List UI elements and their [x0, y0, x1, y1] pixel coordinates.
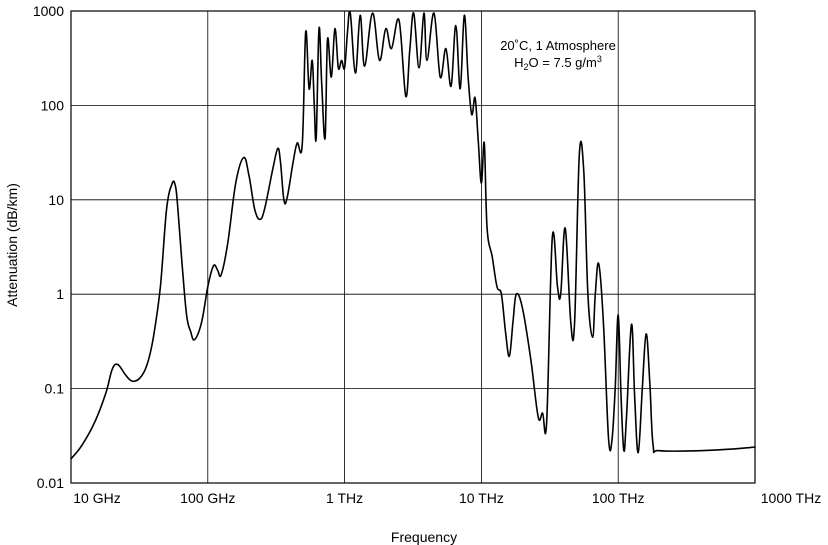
x-tick-label: 1 THz: [326, 490, 363, 506]
condition-annotation: 20˚C, 1 Atmosphere H2O = 7.5 g/m3: [500, 38, 616, 72]
y-tick-labels: 1000 100 10 1 0.1 0.01: [33, 3, 64, 491]
annotation-sup: 3: [597, 54, 602, 64]
annotation-line-1: 20˚C, 1 Atmosphere: [500, 38, 616, 53]
annotation-mid: O = 7.5 g/m: [529, 55, 597, 70]
y-tick-label: 0.1: [45, 381, 65, 397]
y-tick-label: 1: [56, 286, 64, 302]
grid: [71, 11, 755, 483]
y-tick-label: 0.01: [37, 475, 64, 491]
x-tick-label: 10 THz: [459, 490, 504, 506]
y-axis-label: Attenuation (dB/km): [4, 183, 20, 307]
x-tick-labels: 10 GHz 100 GHz 1 THz 10 THz 100 THz 1000 THz: [73, 490, 821, 506]
y-tick-label: 100: [41, 97, 65, 113]
series-line: [70, 10, 756, 460]
plot-frame: [70, 10, 756, 484]
y-tick-label: 1000: [33, 3, 64, 19]
x-tick-label: 100 GHz: [180, 490, 235, 506]
x-tick-label: 10 GHz: [73, 490, 120, 506]
x-tick-label: 100 THz: [592, 490, 645, 506]
annotation-sub: 2: [524, 62, 529, 72]
x-tick-label: 1000 THz: [761, 490, 821, 506]
annotation-h: H: [514, 55, 523, 70]
x-axis-label: Frequency: [391, 529, 457, 545]
y-tick-label: 10: [48, 192, 64, 208]
annotation-line-2: H2O = 7.5 g/m3: [514, 54, 602, 72]
